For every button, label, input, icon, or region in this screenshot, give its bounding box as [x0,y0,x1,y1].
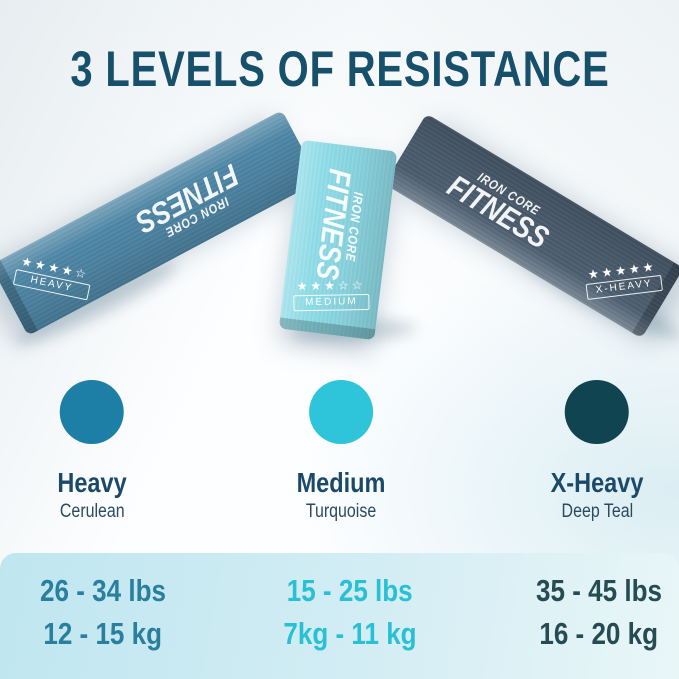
color-swatch-x-heavy [564,380,629,444]
range-kg-heavy: 12 - 15 kg [43,616,163,651]
band-surface: IRON CORE FITNESS ★★★★☆ HEAVY [0,110,320,336]
brand-logo-text: IRON CORE FITNESS [309,166,367,282]
band-level-tag: ★★★☆☆ MEDIUM [283,277,380,312]
legend-column-x-heavy: X-Heavy Deep Teal [542,380,653,521]
color-swatch-heavy [59,380,124,444]
range-kg-x-heavy: 16 - 20 kg [539,616,659,651]
range-lbs-x-heavy: 35 - 45 lbs [536,573,662,608]
page-title-text: 3 LEVELS OF RESISTANCE [69,41,610,97]
range-column-medium: 15 - 25 lbs 7kg - 11 kg [271,575,430,649]
band-surface: IRON CORE FITNESS ★★★★★ X-HEAVY [384,113,679,339]
brand-logo-text: IRON CORE FITNESS [441,168,555,256]
level-name-x-heavy: X-Heavy [550,467,644,498]
legend-column-medium: Medium Turquoise [288,380,394,521]
range-column-x-heavy: 35 - 45 lbs 16 - 20 kg [524,575,674,649]
range-lbs-medium: 15 - 25 lbs [287,573,413,608]
star-rating-medium: ★★★☆☆ [296,277,366,293]
level-color-name-x-heavy: Deep Teal [561,501,633,522]
level-name-heavy: Heavy [57,467,127,498]
level-name-medium: Medium [296,467,386,498]
brand-logo-text: IRON CORE FITNESS [130,157,245,241]
band-level-label-medium: MEDIUM [293,293,370,312]
band-level-tag: ★★★★★ X-HEAVY [580,258,665,301]
resistance-band-heavy: IRON CORE FITNESS ★★★★☆ HEAVY [0,110,320,336]
range-lbs-heavy: 26 - 34 lbs [40,573,166,608]
legend-column-heavy: Heavy Cerulean [51,380,134,521]
resistance-band-x-heavy: IRON CORE FITNESS ★★★★★ X-HEAVY [384,113,679,339]
level-color-name-medium: Turquoise [305,501,377,522]
band-level-tag: ★★★★☆ HEAVY [11,253,96,301]
level-color-name-heavy: Cerulean [59,501,125,522]
range-column-heavy: 26 - 34 lbs 12 - 15 kg [28,575,178,649]
resistance-ranges-panel: 26 - 34 lbs 12 - 15 kg 15 - 25 lbs 7kg -… [0,553,679,679]
page-title: 3 LEVELS OF RESISTANCE [0,40,679,98]
range-kg-medium: 7kg - 11 kg [283,616,417,651]
color-swatch-medium [309,380,373,444]
